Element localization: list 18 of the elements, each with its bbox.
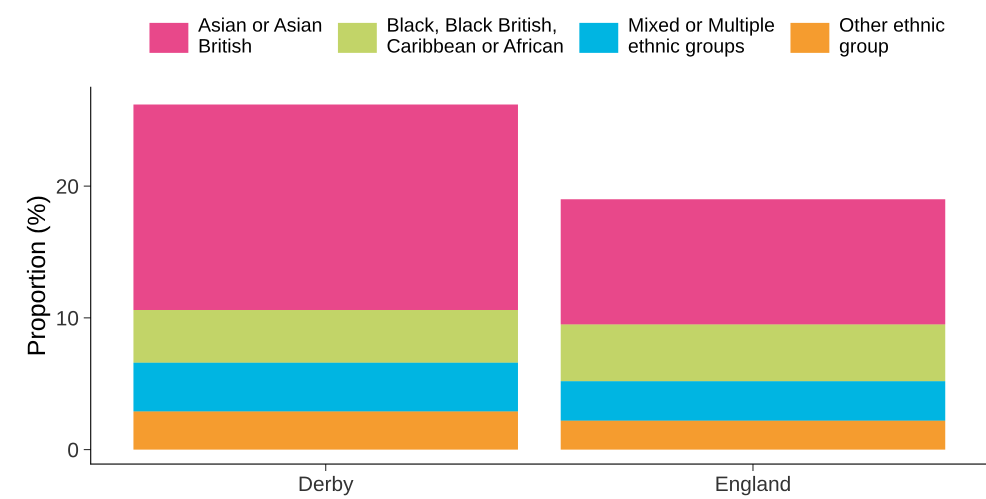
- y-tick-label: 10: [57, 310, 78, 326]
- bar: [560, 199, 946, 324]
- legend-label: Black, Black British, Caribbean or African: [388, 18, 563, 53]
- y-tick-label: 20: [56, 179, 78, 194]
- bar: [560, 324, 946, 382]
- legend-label: Other ethnic group: [840, 18, 944, 57]
- bar: [133, 411, 518, 450]
- bar: [133, 104, 518, 310]
- y-tick-label: 0: [68, 442, 78, 458]
- legend-label: Asian or Asian British: [198, 18, 322, 53]
- y-axis-title: Proportion (%): [26, 196, 50, 354]
- bar: [560, 420, 946, 450]
- x-tick-label: Derby: [300, 476, 354, 496]
- bar: [560, 381, 946, 421]
- legend-label: Mixed or Multiple ethnic groups: [628, 18, 774, 57]
- bar: [133, 362, 518, 412]
- bar: [133, 310, 518, 363]
- x-tick-label: England: [716, 476, 790, 496]
